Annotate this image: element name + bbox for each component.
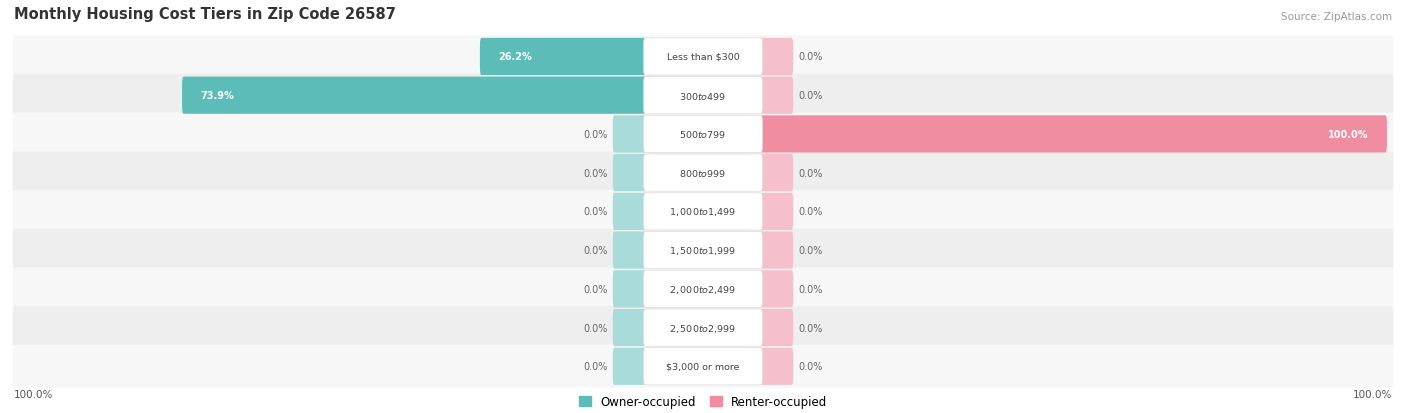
FancyBboxPatch shape: [759, 39, 793, 76]
FancyBboxPatch shape: [644, 309, 762, 347]
FancyBboxPatch shape: [13, 229, 1393, 272]
FancyBboxPatch shape: [644, 271, 762, 308]
Text: $1,000 to $1,499: $1,000 to $1,499: [669, 206, 737, 218]
Text: 73.9%: 73.9%: [201, 91, 235, 101]
Text: Source: ZipAtlas.com: Source: ZipAtlas.com: [1281, 12, 1392, 22]
FancyBboxPatch shape: [759, 116, 1386, 153]
FancyBboxPatch shape: [644, 348, 762, 385]
Text: 0.0%: 0.0%: [799, 91, 823, 101]
Text: 100.0%: 100.0%: [1353, 389, 1392, 399]
Text: 0.0%: 0.0%: [799, 323, 823, 333]
FancyBboxPatch shape: [613, 193, 647, 230]
Text: 0.0%: 0.0%: [583, 130, 607, 140]
Text: $2,500 to $2,999: $2,500 to $2,999: [669, 322, 737, 334]
FancyBboxPatch shape: [479, 39, 647, 76]
Text: $2,000 to $2,499: $2,000 to $2,499: [669, 283, 737, 295]
FancyBboxPatch shape: [13, 268, 1393, 311]
Text: 26.2%: 26.2%: [499, 52, 533, 62]
FancyBboxPatch shape: [13, 75, 1393, 117]
FancyBboxPatch shape: [759, 309, 793, 347]
FancyBboxPatch shape: [13, 113, 1393, 156]
Text: 100.0%: 100.0%: [1327, 130, 1368, 140]
Text: 0.0%: 0.0%: [799, 284, 823, 294]
FancyBboxPatch shape: [13, 191, 1393, 233]
Text: 0.0%: 0.0%: [799, 245, 823, 256]
Text: 0.0%: 0.0%: [583, 361, 607, 371]
Text: $800 to $999: $800 to $999: [679, 168, 727, 179]
Text: $300 to $499: $300 to $499: [679, 90, 727, 102]
FancyBboxPatch shape: [644, 116, 762, 153]
Text: 0.0%: 0.0%: [799, 52, 823, 62]
FancyBboxPatch shape: [759, 193, 793, 230]
Legend: Owner-occupied, Renter-occupied: Owner-occupied, Renter-occupied: [579, 396, 827, 408]
FancyBboxPatch shape: [759, 155, 793, 192]
FancyBboxPatch shape: [613, 116, 647, 153]
FancyBboxPatch shape: [644, 232, 762, 269]
FancyBboxPatch shape: [759, 348, 793, 385]
FancyBboxPatch shape: [13, 36, 1393, 78]
FancyBboxPatch shape: [644, 155, 762, 192]
FancyBboxPatch shape: [759, 271, 793, 308]
FancyBboxPatch shape: [644, 39, 762, 76]
Text: 0.0%: 0.0%: [799, 207, 823, 217]
FancyBboxPatch shape: [759, 77, 793, 114]
Text: $500 to $799: $500 to $799: [679, 129, 727, 140]
FancyBboxPatch shape: [644, 193, 762, 230]
FancyBboxPatch shape: [644, 77, 762, 114]
Text: $1,500 to $1,999: $1,500 to $1,999: [669, 244, 737, 256]
Text: 0.0%: 0.0%: [583, 207, 607, 217]
FancyBboxPatch shape: [13, 306, 1393, 349]
FancyBboxPatch shape: [613, 232, 647, 269]
FancyBboxPatch shape: [613, 309, 647, 347]
Text: 0.0%: 0.0%: [799, 168, 823, 178]
Text: 0.0%: 0.0%: [799, 361, 823, 371]
Text: 0.0%: 0.0%: [583, 284, 607, 294]
FancyBboxPatch shape: [13, 152, 1393, 195]
FancyBboxPatch shape: [613, 348, 647, 385]
Text: 100.0%: 100.0%: [14, 389, 53, 399]
FancyBboxPatch shape: [613, 155, 647, 192]
FancyBboxPatch shape: [13, 345, 1393, 388]
FancyBboxPatch shape: [613, 271, 647, 308]
Text: 0.0%: 0.0%: [583, 168, 607, 178]
Text: $3,000 or more: $3,000 or more: [666, 362, 740, 371]
Text: Monthly Housing Cost Tiers in Zip Code 26587: Monthly Housing Cost Tiers in Zip Code 2…: [14, 7, 395, 22]
Text: 0.0%: 0.0%: [583, 323, 607, 333]
Text: 0.0%: 0.0%: [583, 245, 607, 256]
Text: Less than $300: Less than $300: [666, 53, 740, 62]
FancyBboxPatch shape: [181, 77, 647, 114]
FancyBboxPatch shape: [759, 232, 793, 269]
